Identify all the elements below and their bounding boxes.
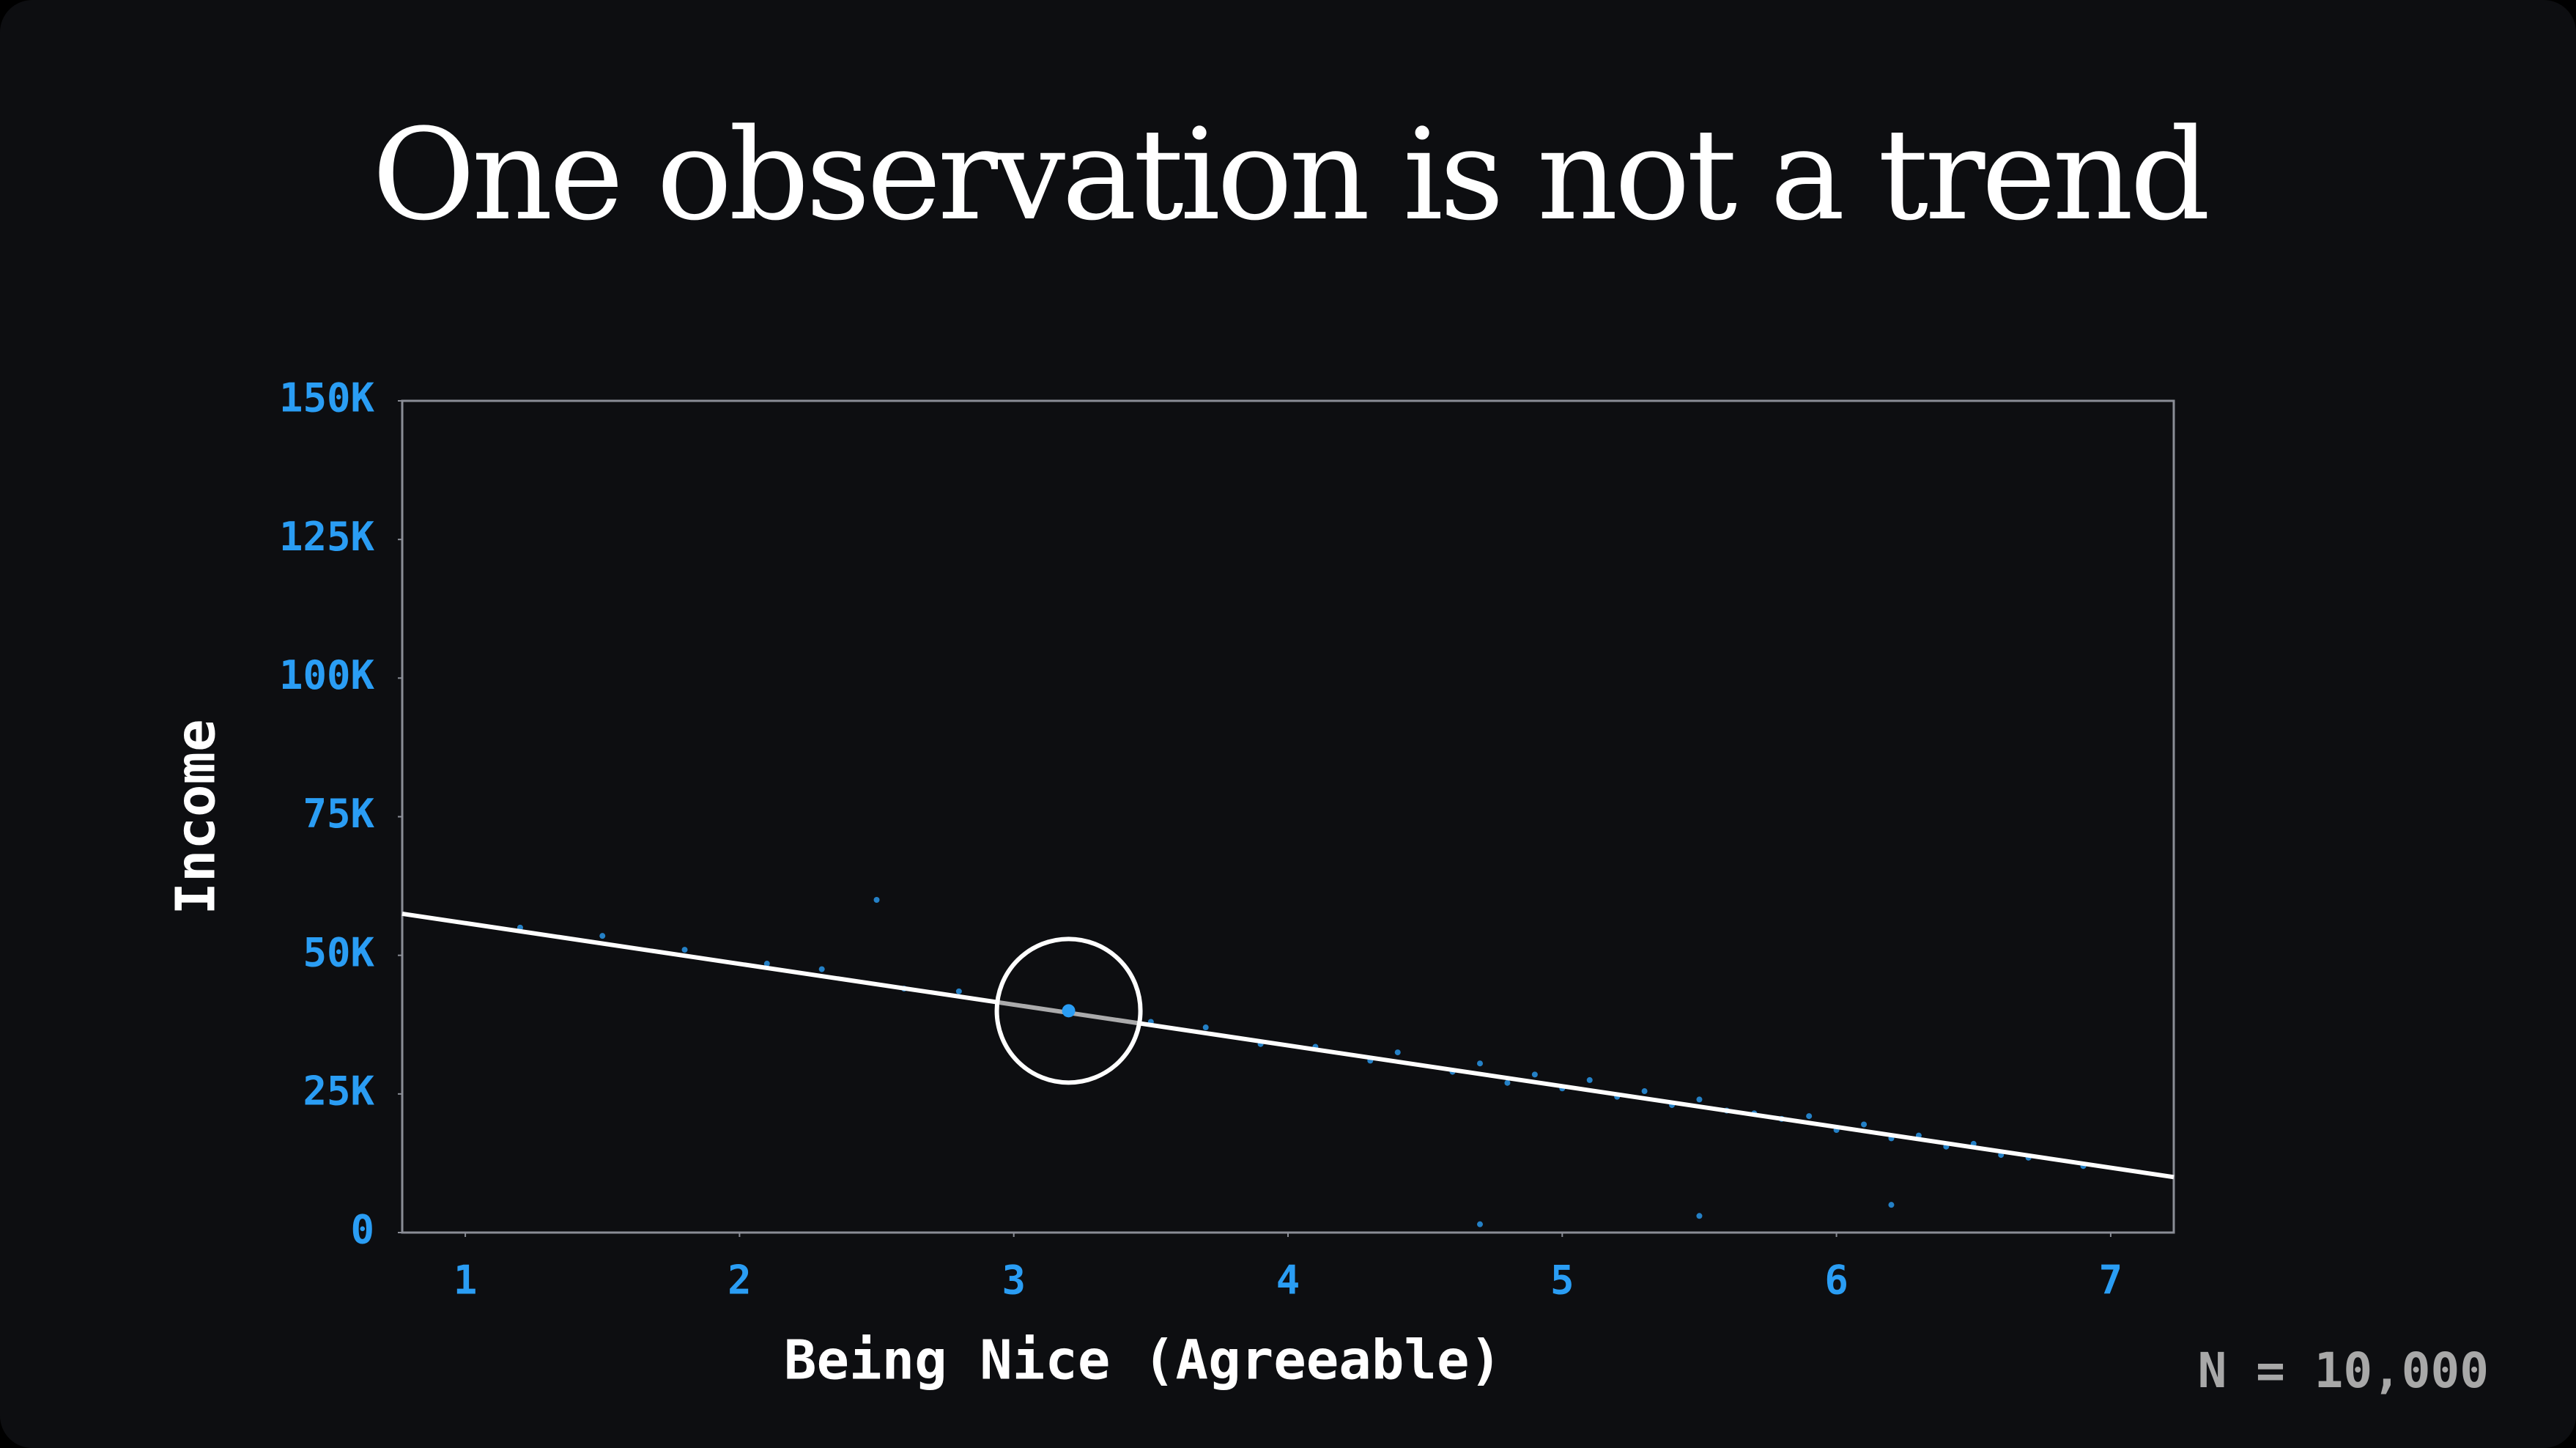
y-tick-label: 75K: [303, 791, 374, 837]
scatter-point: [681, 947, 688, 953]
y-tick-label: 100K: [279, 652, 375, 698]
scatter-point: [955, 988, 962, 994]
scatter-point: [818, 966, 825, 972]
x-tick-label: 1: [454, 1257, 478, 1304]
x-axis-label: Being Nice (Agreeable): [784, 1329, 1502, 1392]
scatter-point: [1861, 1121, 1868, 1128]
x-tick-label: 3: [1002, 1257, 1026, 1304]
scatter-point: [873, 897, 880, 903]
scatter-point: [763, 961, 770, 967]
scatter-point: [1888, 1202, 1895, 1208]
x-tick-label: 4: [1276, 1257, 1300, 1304]
scatter-point: [599, 933, 606, 939]
y-tick-label: 125K: [279, 514, 375, 560]
x-tick-label: 5: [1550, 1257, 1574, 1304]
x-tick-label: 7: [2099, 1257, 2123, 1304]
scatter-point: [1477, 1221, 1484, 1227]
scatter-point: [1586, 1076, 1593, 1083]
y-tick-label: 150K: [279, 375, 375, 421]
highlight-point: [1062, 1004, 1076, 1018]
y-tick-label: 25K: [303, 1068, 374, 1114]
scatter-point: [1806, 1113, 1813, 1120]
trend-line: [401, 911, 2175, 1180]
x-tick-label: 6: [1824, 1257, 1848, 1304]
scatter-point: [1202, 1024, 1209, 1031]
scatter-point: [1641, 1088, 1648, 1095]
annotation: N = 10,000: [2198, 1342, 2489, 1399]
y-tick-label: 0: [350, 1207, 374, 1253]
chart-title: One observation is not a trend: [372, 101, 2207, 248]
scatter-point: [1696, 1096, 1703, 1103]
scatter-point: [1531, 1071, 1538, 1078]
scatter-point: [1696, 1213, 1703, 1219]
x-tick-label: 2: [728, 1257, 752, 1304]
scatter-point: [1394, 1049, 1401, 1056]
scatter-point: [1504, 1079, 1511, 1086]
y-tick-label: 50K: [303, 929, 374, 975]
scatter-point: [1477, 1060, 1484, 1067]
y-axis-label: Income: [165, 719, 228, 915]
